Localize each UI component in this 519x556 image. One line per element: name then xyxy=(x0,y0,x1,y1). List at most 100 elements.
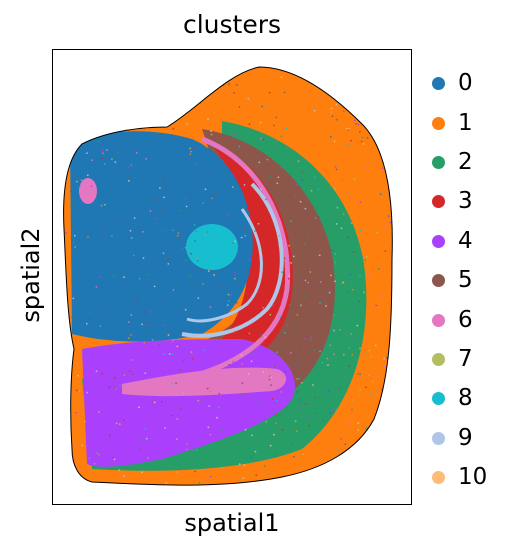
scatter-point xyxy=(288,304,291,306)
scatter-point xyxy=(171,382,174,385)
scatter-point xyxy=(104,203,106,206)
scatter-point xyxy=(164,229,167,231)
legend-marker xyxy=(432,392,445,406)
scatter-point xyxy=(269,313,272,316)
scatter-point xyxy=(238,145,241,148)
scatter-point xyxy=(335,223,338,225)
scatter-point xyxy=(141,471,143,474)
scatter-point xyxy=(356,324,359,327)
scatter-point xyxy=(300,304,302,307)
scatter-point xyxy=(170,414,173,417)
scatter-point xyxy=(228,412,231,415)
scatter-point xyxy=(80,179,83,182)
scatter-point xyxy=(207,270,210,272)
scatter-point xyxy=(177,197,180,200)
scatter-point xyxy=(298,399,300,401)
scatter-point xyxy=(206,387,209,390)
legend-item: 2 xyxy=(432,143,487,182)
scatter-point xyxy=(381,167,384,169)
scatter-point xyxy=(98,411,100,413)
scatter-point xyxy=(257,222,260,225)
scatter-point xyxy=(272,408,275,411)
scatter-point xyxy=(294,194,297,197)
scatter-point xyxy=(149,310,152,313)
scatter-point xyxy=(244,234,247,237)
scatter-point xyxy=(244,428,247,431)
scatter-point xyxy=(296,378,298,380)
scatter-point xyxy=(304,338,307,340)
scatter-point xyxy=(78,390,81,392)
scatter-point xyxy=(95,286,98,288)
scatter-point xyxy=(335,118,338,121)
scatter-point xyxy=(350,222,353,225)
scatter-point xyxy=(164,427,166,429)
scatter-point xyxy=(268,91,271,94)
scatter-point xyxy=(333,314,335,317)
scatter-point xyxy=(275,422,277,424)
scatter-point xyxy=(87,236,89,238)
scatter-point xyxy=(346,143,349,146)
scatter-point xyxy=(292,352,295,355)
scatter-point xyxy=(334,252,337,255)
scatter-point xyxy=(227,293,230,296)
scatter-point xyxy=(163,324,166,327)
scatter-point xyxy=(279,323,281,326)
legend-marker xyxy=(432,155,445,169)
scatter-point xyxy=(359,373,361,376)
scatter-point xyxy=(365,386,367,389)
scatter-point xyxy=(277,299,280,302)
scatter-point xyxy=(337,450,340,453)
scatter-point xyxy=(241,363,244,365)
scatter-point xyxy=(242,477,245,480)
scatter-point xyxy=(327,364,329,366)
scatter-point xyxy=(365,427,367,430)
scatter-point xyxy=(260,138,262,140)
scatter-point xyxy=(233,133,236,136)
scatter-point xyxy=(384,225,387,228)
scatter-point xyxy=(308,424,311,427)
scatter-point xyxy=(102,233,105,236)
scatter-point xyxy=(293,455,295,458)
scatter-point xyxy=(378,360,381,363)
scatter-point xyxy=(100,204,103,207)
scatter-point xyxy=(241,116,244,119)
scatter-point xyxy=(322,420,325,423)
scatter-point xyxy=(307,281,310,284)
scatter-point xyxy=(357,422,360,425)
scatter-point xyxy=(313,349,316,352)
scatter-point xyxy=(349,421,351,424)
scatter-point xyxy=(146,457,149,460)
scatter-point xyxy=(288,275,291,277)
scatter-point xyxy=(226,304,229,307)
scatter-point xyxy=(138,406,140,409)
scatter-point xyxy=(333,140,336,143)
legend-label: 2 xyxy=(458,148,473,175)
scatter-point xyxy=(108,386,111,388)
scatter-point xyxy=(272,304,274,307)
scatter-point xyxy=(236,282,239,285)
scatter-point xyxy=(209,475,212,478)
scatter-point xyxy=(123,374,126,377)
scatter-point xyxy=(306,233,309,236)
scatter-point xyxy=(280,391,282,393)
scatter-point xyxy=(182,392,185,394)
scatter-point xyxy=(389,221,392,224)
scatter-point xyxy=(159,187,161,190)
scatter-point xyxy=(127,337,130,340)
cluster-9-arc-inner xyxy=(186,208,263,323)
legend-label: 5 xyxy=(458,267,473,294)
scatter-point xyxy=(285,127,288,130)
scatter-point xyxy=(260,188,262,191)
scatter-point xyxy=(238,463,241,465)
scatter-point xyxy=(301,179,304,182)
scatter-point xyxy=(330,111,333,114)
scatter-point xyxy=(243,227,246,230)
scatter-point xyxy=(273,433,275,436)
scatter-point xyxy=(208,405,211,407)
scatter-point xyxy=(197,399,200,402)
scatter-point xyxy=(270,384,273,387)
scatter-point xyxy=(111,158,113,160)
scatter-point xyxy=(88,457,91,459)
scatter-point xyxy=(301,382,303,384)
scatter-point xyxy=(365,166,368,169)
